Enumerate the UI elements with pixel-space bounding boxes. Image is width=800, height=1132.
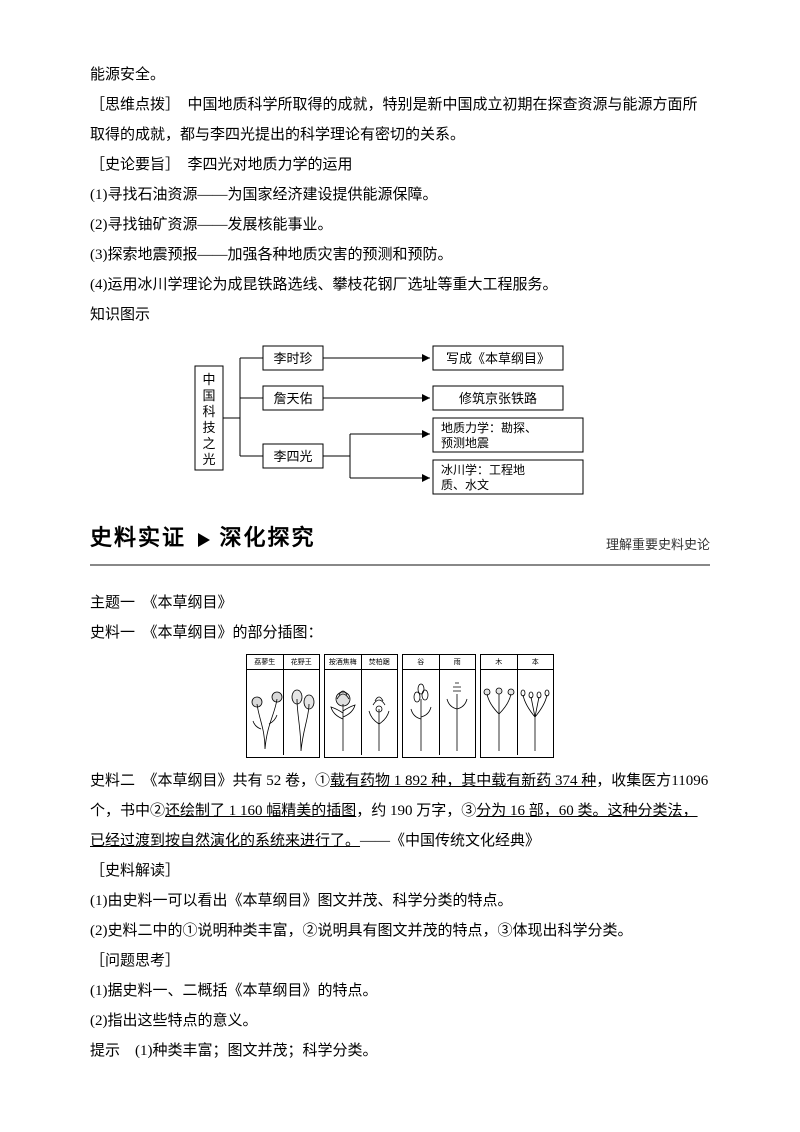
paragraph: ［史料解读］ [90, 856, 710, 886]
underline-text: 还绘制了 1 160 幅精美的插图 [165, 803, 356, 819]
text: ，约 190 万字，③ [356, 803, 476, 819]
illustration-panel: 谷雨 [402, 654, 476, 758]
diagram-node: 李四光 [273, 449, 312, 464]
paragraph: 能源安全。 [90, 60, 710, 90]
svg-text:预测地震: 预测地震 [441, 436, 489, 450]
diagram-node: 写成《本草纲目》 [446, 351, 550, 366]
svg-text:技: 技 [202, 420, 215, 435]
paragraph: ［思维点拨］ 中国地质科学所取得的成就，特别是新中国成立初期在探查资源与能源方面… [90, 90, 710, 150]
bencao-illustrations: 荔蓼生花野王 按酒焦梅焚柏踞 [90, 654, 710, 758]
topic-title: 主题一 《本草纲目》 [90, 588, 710, 618]
text: ——《中国传统文化经典》 [360, 833, 540, 849]
paragraph: (1)由史料一可以看出《本草纲目》图文并茂、科学分类的特点。 [90, 886, 710, 916]
shiliao2: 史料二 《本草纲目》共有 52 卷，①载有药物 1 892 种，其中载有新药 3… [90, 766, 710, 856]
page: 能源安全。 ［思维点拨］ 中国地质科学所取得的成就，特别是新中国成立初期在探查资… [0, 0, 800, 1106]
diagram-node: 詹天佑 [273, 391, 312, 406]
paragraph: (2)指出这些特点的意义。 [90, 1006, 710, 1036]
section-header: 史料实证 深化探究 理解重要史料史论 [90, 516, 710, 566]
paragraph: (1)寻找石油资源——为国家经济建设提供能源保障。 [90, 180, 710, 210]
diagram-node: 李时珍 [273, 351, 312, 366]
paragraph: (2)史料二中的①说明种类丰富，②说明具有图文并茂的特点，③体现出科学分类。 [90, 916, 710, 946]
triangle-icon [198, 533, 210, 547]
section-sub: 深化探究 [220, 525, 316, 550]
svg-text:质、水文: 质、水文 [441, 477, 489, 492]
svg-text:光: 光 [202, 452, 215, 467]
text: 史料二 《本草纲目》共有 52 卷，① [90, 773, 330, 789]
paragraph: ［问题思考］ [90, 946, 710, 976]
illustration-panel: 荔蓼生花野王 [246, 654, 320, 758]
section-far-right: 理解重要史料史论 [606, 532, 710, 558]
svg-text:科: 科 [202, 404, 215, 419]
underline-text: 载有药物 1 892 种，其中载有新药 374 种 [330, 773, 596, 789]
svg-text:之: 之 [202, 436, 215, 451]
diagram-root-text: 中 [202, 372, 215, 387]
paragraph: (3)探索地震预报——加强各种地质灾害的预测和预防。 [90, 240, 710, 270]
paragraph: ［史论要旨］ 李四光对地质力学的运用 [90, 150, 710, 180]
paragraph: 知识图示 [90, 300, 710, 330]
shiliao1-label: 史料一 《本草纲目》的部分插图： [90, 618, 710, 648]
svg-text:国: 国 [202, 388, 215, 403]
paragraph: (1)据史料一、二概括《本草纲目》的特点。 [90, 976, 710, 1006]
section-left: 史料实证 [90, 525, 186, 550]
diagram-node: 冰川学：工程地 [441, 462, 525, 477]
knowledge-diagram: 中 国 科 技 之 光 李时珍 詹天佑 李四光 写成《本草纲目》 [90, 338, 710, 498]
paragraph: (2)寻找铀矿资源——发展核能事业。 [90, 210, 710, 240]
paragraph: (4)运用冰川学理论为成昆铁路选线、攀枝花钢厂选址等重大工程服务。 [90, 270, 710, 300]
diagram-node: 地质力学：勘探、 [441, 420, 537, 435]
illustration-panel: 木本 [480, 654, 554, 758]
paragraph: 提示 (1)种类丰富；图文并茂；科学分类。 [90, 1036, 710, 1066]
diagram-node: 修筑京张铁路 [459, 391, 537, 406]
illustration-panel: 按酒焦梅焚柏踞 [324, 654, 398, 758]
